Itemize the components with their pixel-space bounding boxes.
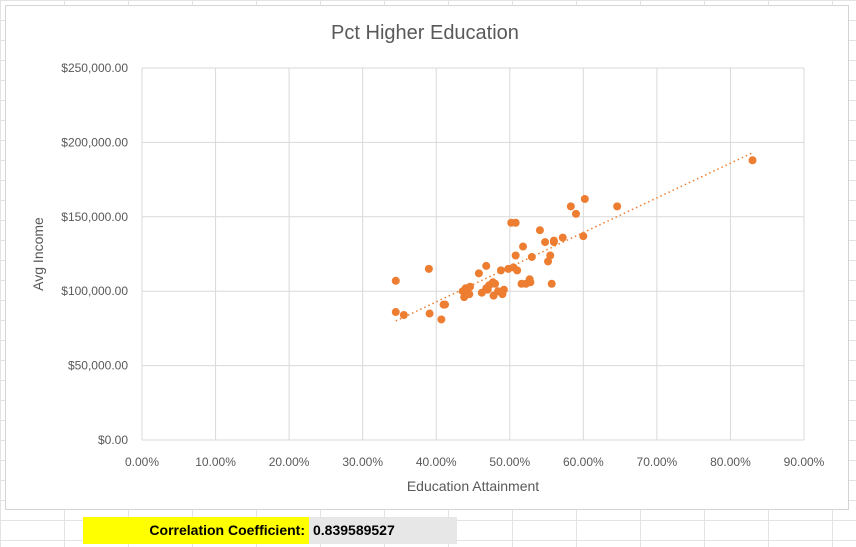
data-point (391, 276, 400, 285)
data-point (535, 226, 544, 235)
data-point (391, 308, 400, 317)
data-points (391, 156, 757, 324)
x-tick-label: 40.00% (416, 455, 457, 469)
x-tick-label: 60.00% (563, 455, 604, 469)
data-point (571, 209, 580, 218)
y-axis-label: Avg Income (30, 217, 46, 291)
gridlines (141, 67, 805, 441)
data-point (474, 269, 483, 278)
data-point (466, 282, 475, 291)
data-point (424, 264, 433, 273)
data-point (526, 278, 535, 287)
data-point (511, 218, 520, 227)
trendline (395, 152, 753, 322)
y-tick-label: $150,000.00 (61, 210, 128, 224)
data-point (482, 261, 491, 270)
data-point (491, 279, 500, 288)
x-tick-label: 10.00% (195, 455, 236, 469)
y-tick-label: $100,000.00 (61, 284, 128, 298)
data-point (580, 194, 589, 203)
correlation-value-cell[interactable]: 0.839589527 (309, 517, 457, 544)
data-point (511, 251, 520, 260)
data-point (546, 251, 555, 260)
data-point (527, 252, 536, 261)
data-point (437, 315, 446, 324)
chart-area[interactable]: Pct Higher Education 0.00% 10.00% 20.00% 30… (5, 5, 849, 510)
data-point (547, 279, 556, 288)
data-point (613, 202, 622, 211)
data-point (425, 309, 434, 318)
scatter-chart-svg: Pct Higher Education 0.00% 10.00% 20.00% 30… (30, 22, 825, 494)
tick-labels: 0.00% 10.00% 20.00% 30.00% 40.00% 50.00% 60.00… (61, 61, 824, 469)
x-tick-label: 70.00% (637, 455, 678, 469)
data-point (499, 285, 508, 294)
y-tick-label: $250,000.00 (61, 61, 128, 75)
chart-title: Pct Higher Education (331, 22, 519, 44)
y-tick-label: $50,000.00 (68, 359, 128, 373)
y-tick-label: $200,000.00 (61, 135, 128, 149)
data-point (541, 238, 550, 247)
y-tick-label: $0.00 (98, 433, 128, 447)
data-point (549, 238, 558, 247)
x-tick-label: 50.00% (489, 455, 530, 469)
x-tick-label: 80.00% (710, 455, 751, 469)
data-point (579, 232, 588, 241)
data-point (748, 156, 757, 165)
correlation-label-cell[interactable]: Correlation Coefficient: (83, 517, 309, 544)
x-tick-label: 30.00% (342, 455, 383, 469)
data-point (441, 300, 450, 309)
x-tick-label: 90.00% (784, 455, 825, 469)
data-point (558, 233, 567, 242)
data-point (496, 266, 505, 275)
correlation-row: Correlation Coefficient: 0.839589527 (83, 517, 457, 544)
x-tick-label: 0.00% (125, 455, 159, 469)
data-point (399, 311, 408, 320)
data-point (519, 242, 528, 251)
data-point (566, 202, 575, 211)
x-tick-label: 20.00% (269, 455, 310, 469)
data-point (465, 290, 474, 299)
data-point (513, 266, 522, 275)
x-axis-label: Education Attainment (407, 478, 539, 494)
trendline-layer (395, 152, 753, 322)
